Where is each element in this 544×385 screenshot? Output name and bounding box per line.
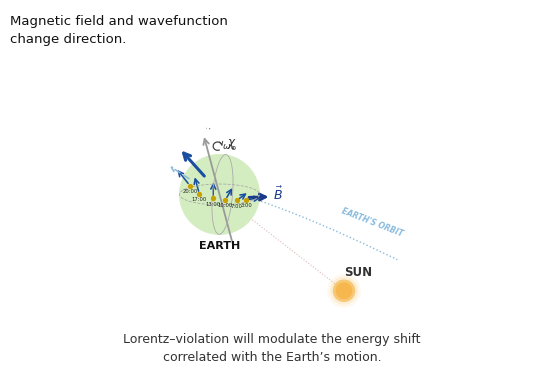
Circle shape [333,280,355,302]
Text: $\omega_\oplus$: $\omega_\oplus$ [222,142,238,152]
Text: SUN: SUN [344,266,372,279]
Circle shape [336,282,353,299]
Circle shape [180,154,259,234]
Text: 20:00: 20:00 [182,189,197,194]
Text: $\vec{B}$: $\vec{B}$ [273,186,283,203]
Text: Lorentz–violation will modulate the energy shift
correlated with the Earth’s mot: Lorentz–violation will modulate the ener… [123,333,421,364]
Circle shape [330,277,358,305]
Text: 3:00: 3:00 [240,203,252,208]
Text: EARTH: EARTH [199,241,240,251]
Text: 17:00: 17:00 [191,198,207,203]
Text: $\chi$: $\chi$ [227,137,237,151]
Text: Magnetic field and wavefunction
change direction.: Magnetic field and wavefunction change d… [10,15,228,46]
Text: 7:00: 7:00 [231,204,243,209]
Text: 10:00: 10:00 [218,203,233,208]
Text: 13:00: 13:00 [206,201,220,206]
Circle shape [327,274,361,308]
Circle shape [333,280,355,302]
Text: EARTH'S ORBIT: EARTH'S ORBIT [341,207,405,239]
